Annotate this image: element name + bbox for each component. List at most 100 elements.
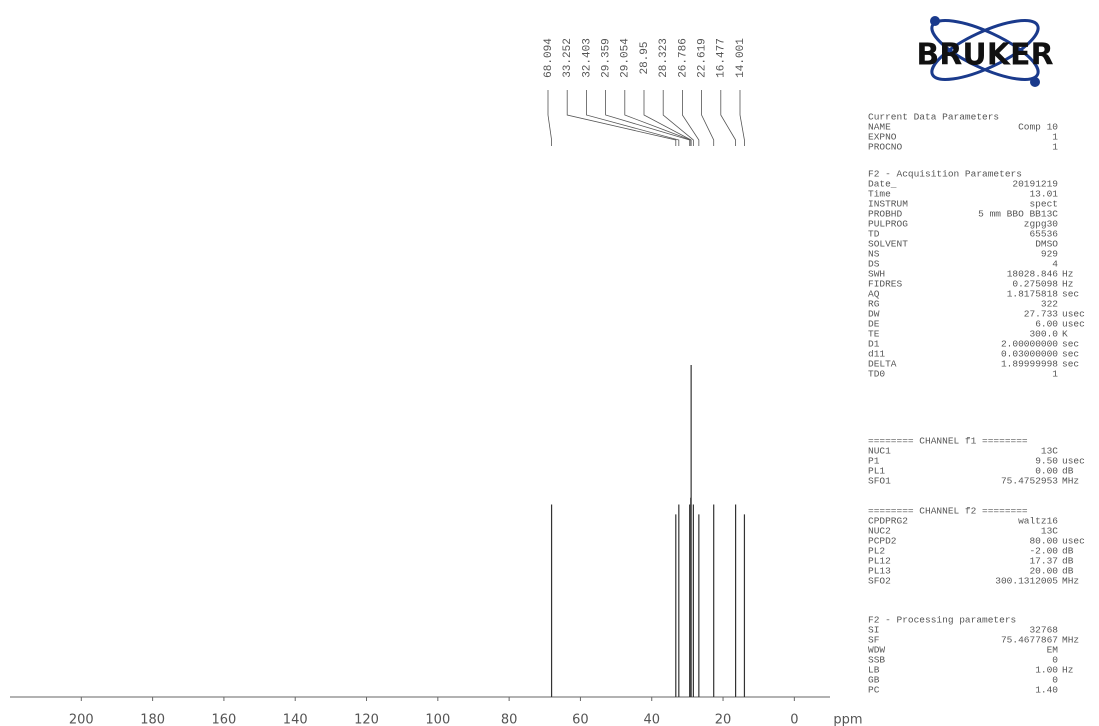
param-name: D1 bbox=[868, 339, 880, 350]
param-unit: dB bbox=[1062, 556, 1074, 567]
peak-connector bbox=[566, 90, 677, 146]
param-unit: sec bbox=[1062, 349, 1079, 360]
param-value: 13C bbox=[1041, 526, 1058, 537]
param-value: 5 mm BBO BB13C bbox=[978, 209, 1058, 220]
param-unit: sec bbox=[1062, 289, 1079, 300]
param-section-title: ======== CHANNEL f2 ======== bbox=[868, 506, 1028, 517]
param-unit: usec bbox=[1062, 309, 1085, 320]
param-name: SI bbox=[868, 625, 879, 636]
param-name: SFO1 bbox=[868, 476, 891, 487]
param-name: DS bbox=[868, 259, 880, 270]
param-value: 1.40 bbox=[1035, 685, 1058, 696]
bruker-logo: BRUKER bbox=[916, 16, 1054, 87]
param-unit: Hz bbox=[1062, 269, 1073, 280]
param-value: 18028.846 bbox=[1007, 269, 1059, 280]
param-unit: Hz bbox=[1062, 279, 1073, 290]
param-name: INSTRUM bbox=[868, 199, 908, 210]
peak-connector bbox=[720, 90, 737, 146]
param-name: RG bbox=[868, 299, 880, 310]
x-tick-label: 20 bbox=[715, 713, 732, 726]
param-value: 1 bbox=[1052, 142, 1058, 153]
param-value: EM bbox=[1047, 645, 1059, 656]
param-value: 27.733 bbox=[1024, 309, 1059, 320]
peak-label: 14.001 bbox=[735, 38, 747, 78]
param-value: 9.50 bbox=[1035, 456, 1058, 467]
param-value: Comp 10 bbox=[1018, 122, 1058, 133]
peak-connector bbox=[547, 90, 552, 146]
param-value: 75.4752953 bbox=[1001, 476, 1058, 487]
param-name: PL2 bbox=[868, 546, 885, 557]
param-value: 1.8175818 bbox=[1007, 289, 1059, 300]
param-value: 13.01 bbox=[1029, 189, 1058, 200]
param-name: SWH bbox=[868, 269, 885, 280]
param-value: 0 bbox=[1052, 675, 1058, 686]
param-unit: dB bbox=[1062, 566, 1074, 577]
param-name: SOLVENT bbox=[868, 239, 908, 250]
param-value: 0 bbox=[1052, 655, 1058, 666]
peak-label: 28.323 bbox=[658, 38, 670, 78]
param-name: PL12 bbox=[868, 556, 891, 567]
logo-dot bbox=[930, 16, 940, 26]
x-tick-label: 140 bbox=[283, 713, 308, 726]
param-value: spect bbox=[1029, 199, 1058, 210]
peak-connector bbox=[701, 90, 715, 146]
x-tick-label: 120 bbox=[354, 713, 379, 726]
param-value: 300.0 bbox=[1029, 329, 1058, 340]
x-tick-label: 40 bbox=[643, 713, 660, 726]
param-name: PROCNO bbox=[868, 142, 903, 153]
logo-orbit bbox=[930, 19, 1040, 81]
peak-label: 29.054 bbox=[620, 38, 632, 78]
param-name: GB bbox=[868, 675, 880, 686]
param-name: PL13 bbox=[868, 566, 891, 577]
param-section-title: ======== CHANNEL f1 ======== bbox=[868, 436, 1028, 447]
param-unit: sec bbox=[1062, 359, 1079, 370]
param-name: TE bbox=[868, 329, 880, 340]
param-value: 0.00 bbox=[1035, 466, 1058, 477]
peak-label: 22.619 bbox=[697, 38, 709, 78]
x-tick-label: 60 bbox=[572, 713, 589, 726]
param-name: PROBHD bbox=[868, 209, 903, 220]
peak-connector bbox=[605, 90, 691, 146]
param-name: DW bbox=[868, 309, 880, 320]
param-name: DELTA bbox=[868, 359, 897, 370]
param-unit: dB bbox=[1062, 466, 1074, 477]
param-unit: usec bbox=[1062, 319, 1085, 330]
param-name: SSB bbox=[868, 655, 885, 666]
param-value: -2.00 bbox=[1029, 546, 1058, 557]
param-unit: MHz bbox=[1062, 576, 1079, 587]
peak-label: 32.403 bbox=[581, 38, 593, 78]
param-name: LB bbox=[868, 665, 880, 676]
param-name: P1 bbox=[868, 456, 880, 467]
peak-label: 28.95 bbox=[639, 41, 651, 74]
peak-connector bbox=[739, 90, 745, 146]
param-unit: dB bbox=[1062, 546, 1074, 557]
peak-label: 26.786 bbox=[677, 38, 689, 78]
peak-label: 16.477 bbox=[716, 38, 728, 78]
param-value: 20.00 bbox=[1029, 566, 1058, 577]
param-value: 32768 bbox=[1029, 625, 1058, 636]
param-name: EXPNO bbox=[868, 132, 897, 143]
peak-connector bbox=[662, 90, 694, 146]
param-unit: MHz bbox=[1062, 476, 1079, 487]
param-value: 300.1312005 bbox=[995, 576, 1058, 587]
param-name: Time bbox=[868, 189, 891, 200]
logo-orbit bbox=[930, 19, 1040, 81]
x-tick-label: 200 bbox=[69, 713, 94, 726]
x-tick-label: 100 bbox=[425, 713, 450, 726]
param-name: AQ bbox=[868, 289, 880, 300]
param-name: Date_ bbox=[868, 179, 897, 190]
param-value: 4 bbox=[1052, 259, 1058, 270]
logo-dot bbox=[1030, 77, 1040, 87]
param-value: 1 bbox=[1052, 132, 1058, 143]
param-name: NUC2 bbox=[868, 526, 891, 537]
x-tick-label: 180 bbox=[140, 713, 165, 726]
param-name: CPDPRG2 bbox=[868, 516, 908, 527]
param-value: 322 bbox=[1041, 299, 1058, 310]
param-section-title: Current Data Parameters bbox=[868, 112, 999, 123]
param-value: DMSO bbox=[1035, 239, 1058, 250]
param-unit: sec bbox=[1062, 339, 1079, 350]
param-value: 1 bbox=[1052, 369, 1058, 380]
param-value: 20191219 bbox=[1012, 179, 1058, 190]
param-name: PC bbox=[868, 685, 880, 696]
